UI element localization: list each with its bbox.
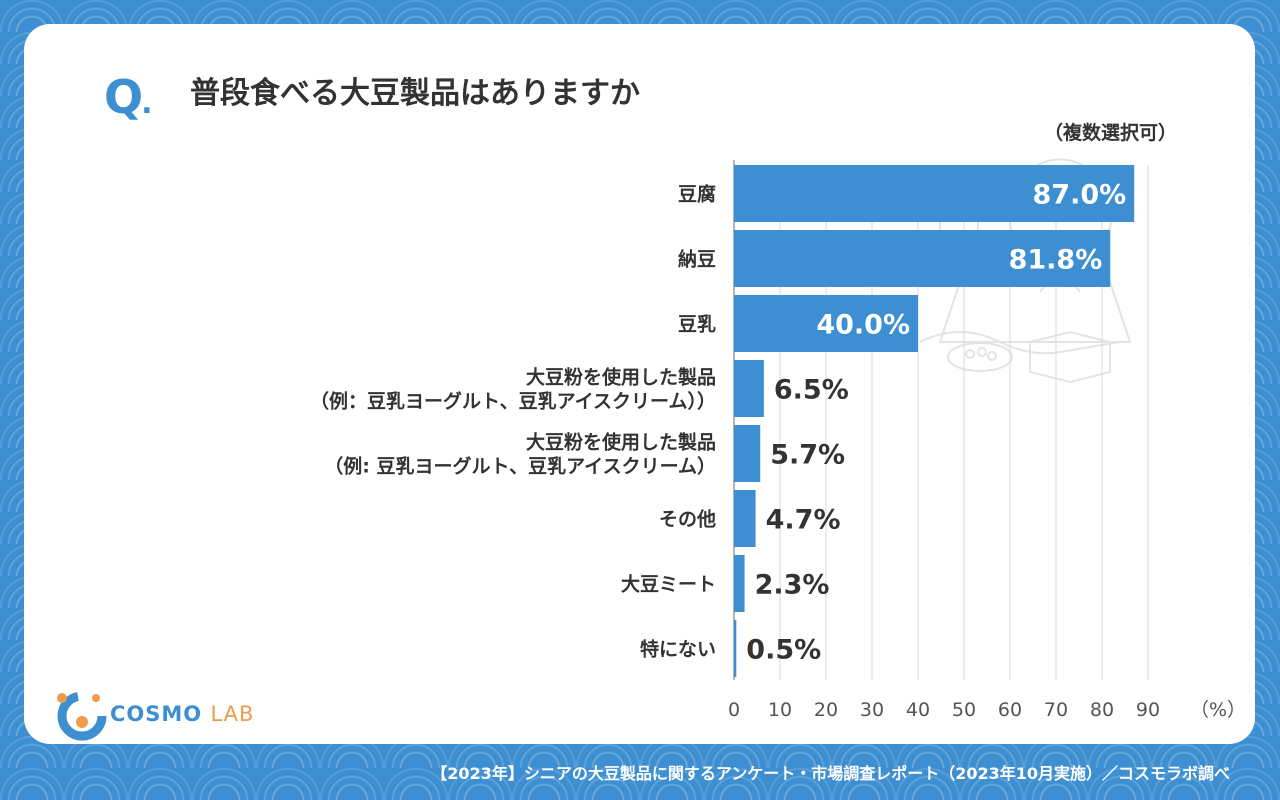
bar bbox=[734, 295, 918, 352]
category-label: 大豆ミート bbox=[621, 573, 716, 596]
category-label: 豆乳 bbox=[678, 313, 716, 336]
multiple-choice-note: （複数選択可） bbox=[1043, 122, 1177, 144]
bar bbox=[734, 360, 764, 417]
data-label: 2.3% bbox=[755, 570, 830, 601]
bar bbox=[734, 230, 1111, 287]
question-mark: Q. bbox=[104, 70, 153, 124]
data-label: 5.7% bbox=[770, 440, 845, 471]
question-title: 普段食べる大豆製品はありますか bbox=[190, 76, 640, 111]
cosmo-lab-logo-text: COSMO LAB bbox=[110, 702, 255, 726]
category-label: 大豆粉を使用した製品 bbox=[526, 366, 716, 389]
x-tick-label: 70 bbox=[1044, 699, 1068, 721]
chart-card: Q. 普段食べる大豆製品はありますか （複数選択可） COSMO LAB bbox=[24, 24, 1255, 744]
x-tick-label: 20 bbox=[814, 699, 838, 721]
x-axis-unit: （%） bbox=[1190, 699, 1246, 721]
cosmo-lab-logo-icon bbox=[57, 691, 107, 741]
category-label: （例: 豆乳ヨーグルト、豆乳アイスクリーム） bbox=[324, 455, 716, 478]
source-footer: 【2023年】シニアの大豆製品に関するアンケート・市場調査レポート（2023年1… bbox=[431, 764, 1230, 783]
data-label: 81.8% bbox=[1009, 245, 1103, 276]
data-label: 4.7% bbox=[766, 505, 841, 536]
x-tick-label: 90 bbox=[1136, 699, 1160, 721]
category-label: 豆腐 bbox=[678, 183, 716, 206]
bar bbox=[734, 165, 1135, 222]
x-tick-label: 40 bbox=[906, 699, 930, 721]
data-label: 40.0% bbox=[816, 310, 910, 341]
x-tick-label: 60 bbox=[998, 699, 1022, 721]
category-label: 特にない bbox=[640, 639, 716, 661]
data-label: 6.5% bbox=[774, 375, 849, 406]
data-label: 87.0% bbox=[1033, 180, 1127, 211]
x-tick-label: 0 bbox=[728, 699, 740, 721]
category-label: （例：豆乳ヨーグルト、豆乳アイスクリーム）） bbox=[310, 390, 716, 413]
x-tick-label: 10 bbox=[768, 699, 792, 721]
category-label: 大豆粉を使用した製品 bbox=[526, 431, 716, 454]
bar bbox=[734, 490, 756, 547]
category-label: 納豆 bbox=[678, 248, 716, 271]
category-label: その他 bbox=[659, 508, 716, 531]
x-tick-label: 50 bbox=[952, 699, 976, 721]
bar bbox=[734, 555, 745, 612]
x-tick-label: 30 bbox=[860, 699, 884, 721]
bar bbox=[734, 425, 761, 482]
data-label: 0.5% bbox=[746, 635, 821, 666]
bar bbox=[734, 620, 737, 677]
x-tick-label: 80 bbox=[1090, 699, 1114, 721]
